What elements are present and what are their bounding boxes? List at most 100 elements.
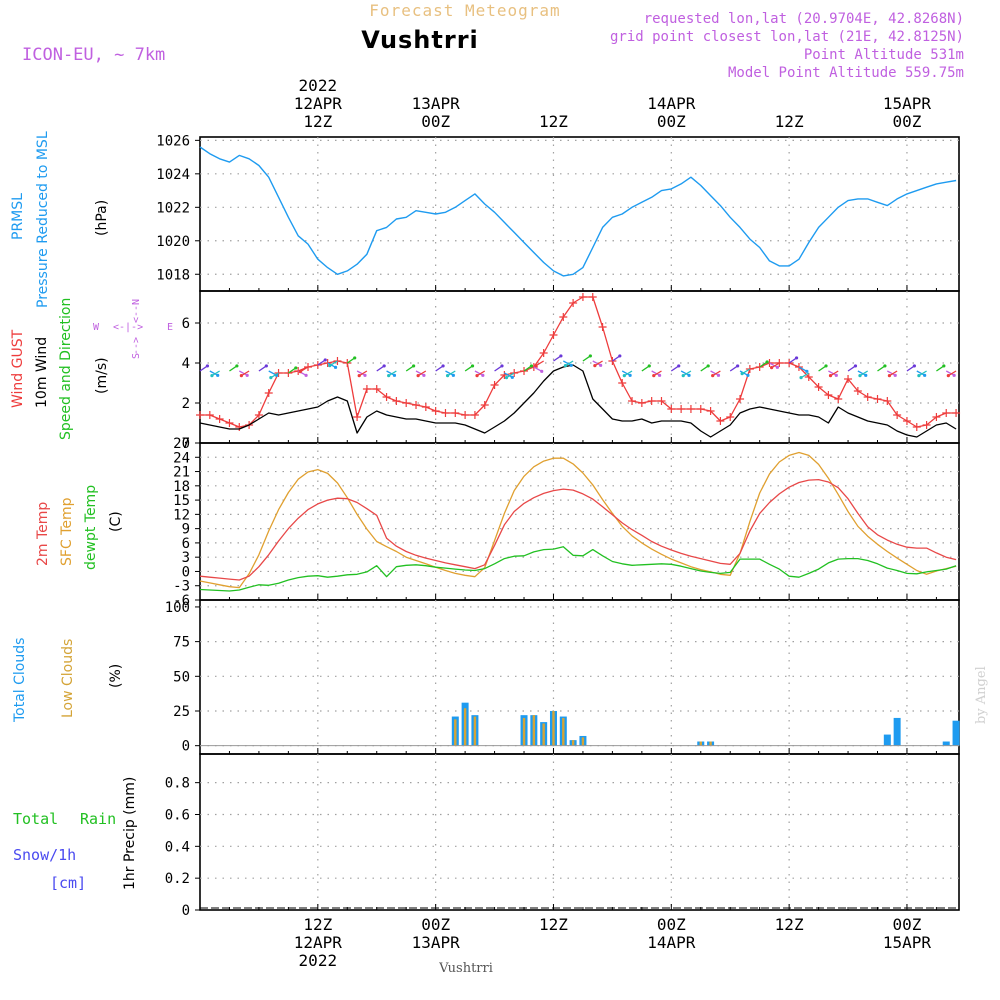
low-clouds-bar [532,715,536,746]
precip-unit: 1hr Precip (mm) [122,777,138,890]
wind-arrow-head [912,364,916,368]
y-tick-label: 24 [173,450,190,466]
snow-unit: [cm] [50,874,86,892]
wind-arrow-head [333,365,338,369]
requested-coords: requested lon,lat (20.9704E, 42.8268N) [644,11,964,27]
time-label: 00Z [421,112,450,131]
svg-text:E: E [167,322,173,333]
gust-marker [628,397,637,405]
y-tick-label: 0 [182,564,190,580]
gust-marker [657,397,666,405]
wind-arrow-head [264,364,268,368]
wind-arrow-head [416,374,420,378]
y-tick-label: 1026 [156,133,190,149]
low-clouds-bar [699,741,702,746]
gust-marker [588,293,597,301]
y-tick-label: 27 [173,436,190,452]
wind-arrow-head [628,373,632,377]
gust-marker [667,405,676,413]
top-title: Forecast Meteogram [369,1,560,20]
time-label: 00Z [893,915,922,934]
panel-frame [199,136,960,292]
wind-arrow-head [504,376,509,380]
temp-2m-line [199,478,957,581]
wind-dir-label: Speed and Direction [58,298,74,440]
total-clouds-label: Total Clouds [12,638,28,723]
wind-arrow-head [942,364,946,368]
wind-arrow-head [529,364,534,368]
time-label: 00Z [893,112,922,131]
dewpt-line [199,546,957,592]
temp-2m-label: 2m Temp [35,502,51,566]
gust-marker [785,359,794,367]
y-tick-label: 1022 [156,200,190,216]
gust-marker [902,417,911,425]
wind-arrow-head [706,364,710,368]
wind-arrow-head [304,373,308,377]
y-tick-label: 4 [182,356,190,372]
gust-marker [470,411,479,419]
wind-arrow-head [893,373,897,377]
wind-arrow-head [952,373,956,377]
temp-unit: (C) [108,511,124,532]
grid-point-coords: grid point closest lon,lat (21E, 42.8125… [610,29,964,45]
point-altitude: Point Altitude 531m [804,47,964,63]
time-label: 12APR [294,933,343,952]
wind-arrow-head [392,373,397,377]
wind-arrow-head [210,374,214,378]
low-clouds-bar [463,708,467,746]
gust-marker [893,411,902,419]
pressure-unit: (hPa) [94,200,110,236]
panel-frame [199,290,960,444]
wind-arrow-head [858,374,862,378]
plots [196,146,961,747]
precip-labels: Total Rain Snow/1h [cm] 1hr Precip (mm) [13,777,138,892]
svg-text:S: S [131,353,142,359]
gust-marker [706,407,715,415]
pressure-line [199,146,957,277]
gust-marker [196,411,204,419]
gust-marker [618,379,627,387]
wind-arrow-head [323,358,327,362]
clouds-unit: (%) [108,664,124,688]
gust-marker [598,323,607,331]
gust-marker [912,423,921,431]
gust-marker [804,373,813,381]
total-clouds-bar [883,734,891,746]
gust-marker [686,405,695,413]
snow-label: Snow/1h [13,846,76,864]
svg-text:-->: --> [131,337,142,355]
gust-marker [412,401,421,409]
temp-labels: 2m Temp SFC Temp dewpt Temp (C) [35,485,124,570]
gust-marker [844,375,853,383]
wind-arrow-head [441,364,445,368]
wind-arrow-head [681,374,685,378]
gust-marker [353,413,362,421]
y-tick-label: 1024 [156,167,190,183]
wind-arrow-head [245,373,249,377]
sfc-temp-line [199,451,957,589]
time-label: 12Z [775,112,804,131]
time-label: 12Z [539,915,568,934]
wind-arrow-head [500,364,504,368]
wind-arrow-head [540,369,544,373]
gust-marker [647,397,656,405]
wind-arrow-head [599,363,603,367]
wind-arrow-head [687,373,691,377]
wind-arrow-head [563,364,568,368]
panel-frame [199,599,960,755]
gust-marker [520,367,529,375]
gust-marker [441,409,450,417]
gust-marker [372,385,381,393]
compass-icon: N <-- W <-|-> E --> S [93,299,173,359]
gust-marker [215,415,224,423]
svg-text:W: W [93,322,100,333]
rain-label: Rain [80,810,116,828]
gust-marker [402,399,411,407]
time-label: 13APR [412,94,461,113]
wind-arrow-head [618,354,622,358]
time-label: 13APR [412,933,461,952]
temp-sfc-label: SFC Temp [59,497,75,566]
gust-marker [235,423,244,431]
